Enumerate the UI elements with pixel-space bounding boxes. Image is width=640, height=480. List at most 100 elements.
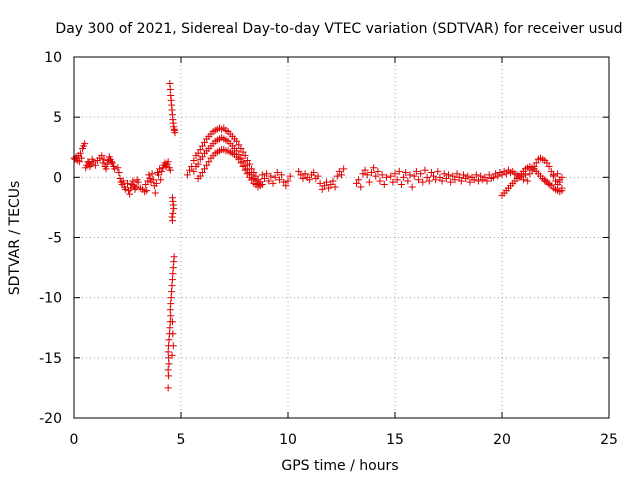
data-point bbox=[466, 178, 474, 186]
data-point bbox=[370, 164, 378, 172]
x-tick-labels: 0 5 10 15 20 25 bbox=[70, 432, 618, 448]
y-tick-label: 0 bbox=[53, 170, 62, 186]
data-point bbox=[295, 167, 303, 175]
data-point bbox=[168, 282, 176, 290]
data-point bbox=[380, 181, 388, 189]
data-point bbox=[99, 159, 107, 167]
data-point bbox=[155, 171, 163, 179]
data-point bbox=[100, 155, 108, 163]
data-point bbox=[76, 149, 84, 157]
data-point bbox=[391, 170, 399, 178]
x-axis-label: GPS time / hours bbox=[281, 458, 398, 474]
data-point bbox=[327, 181, 335, 189]
data-point bbox=[427, 169, 435, 177]
data-point bbox=[129, 177, 137, 185]
data-point bbox=[459, 171, 467, 179]
data-point bbox=[166, 306, 174, 314]
data-point bbox=[489, 173, 497, 181]
y-tick-label: -15 bbox=[39, 351, 62, 367]
data-point bbox=[423, 173, 431, 181]
data-point bbox=[146, 175, 154, 183]
data-point bbox=[114, 164, 122, 172]
data-point bbox=[481, 173, 489, 181]
data-point bbox=[547, 167, 555, 175]
data-point bbox=[164, 158, 172, 166]
data-point bbox=[260, 175, 268, 183]
data-point bbox=[265, 177, 273, 185]
data-point bbox=[359, 170, 367, 178]
data-point bbox=[151, 189, 159, 197]
x-tick-label: 15 bbox=[386, 432, 404, 448]
data-point bbox=[102, 165, 110, 173]
y-tick-label: 10 bbox=[44, 50, 62, 66]
data-point bbox=[434, 167, 442, 175]
data-point bbox=[541, 176, 549, 184]
data-point bbox=[241, 166, 249, 174]
data-point bbox=[111, 165, 119, 173]
data-point bbox=[91, 161, 99, 169]
data-point bbox=[165, 372, 173, 380]
x-tick-label: 5 bbox=[177, 432, 186, 448]
y-tick-labels: -20 -15 -10 -5 0 5 10 bbox=[39, 50, 62, 427]
data-point bbox=[89, 158, 97, 166]
data-point bbox=[412, 167, 420, 175]
data-point bbox=[297, 171, 305, 179]
data-point bbox=[158, 167, 166, 175]
data-point bbox=[436, 173, 444, 181]
data-point bbox=[402, 169, 410, 177]
data-point bbox=[201, 165, 209, 173]
y-tick-label: -10 bbox=[39, 291, 62, 307]
data-point bbox=[316, 179, 324, 187]
data-point bbox=[237, 144, 245, 152]
data-point bbox=[198, 169, 206, 177]
data-point bbox=[134, 178, 142, 186]
data-point bbox=[166, 166, 174, 174]
data-point bbox=[425, 177, 433, 185]
data-point bbox=[372, 172, 380, 180]
data-point bbox=[374, 167, 382, 175]
y-tick-label: -20 bbox=[39, 411, 62, 427]
data-point bbox=[198, 153, 206, 161]
data-point bbox=[145, 171, 153, 179]
data-point bbox=[121, 185, 129, 193]
data-point bbox=[485, 171, 493, 179]
data-point bbox=[477, 172, 485, 180]
data-point bbox=[149, 176, 157, 184]
data-point bbox=[190, 156, 198, 164]
data-point bbox=[109, 159, 117, 167]
data-point bbox=[271, 173, 279, 181]
data-point bbox=[239, 148, 247, 156]
data-point bbox=[168, 217, 176, 225]
data-point bbox=[361, 166, 369, 174]
data-point bbox=[524, 177, 532, 185]
data-point bbox=[280, 178, 288, 186]
data-point bbox=[363, 171, 371, 179]
data-point bbox=[554, 170, 562, 178]
data-point bbox=[164, 384, 172, 392]
data-point bbox=[165, 336, 173, 344]
data-point bbox=[494, 172, 502, 180]
data-point bbox=[305, 176, 313, 184]
data-point bbox=[142, 181, 150, 189]
data-point bbox=[314, 172, 322, 180]
data-point bbox=[404, 177, 412, 185]
data-point bbox=[235, 141, 243, 149]
data-point bbox=[164, 348, 172, 356]
data-point bbox=[107, 158, 115, 166]
data-point bbox=[205, 158, 213, 166]
data-point bbox=[400, 173, 408, 181]
data-point bbox=[196, 146, 204, 154]
data-point bbox=[556, 178, 564, 186]
data-point bbox=[558, 173, 566, 181]
data-point bbox=[235, 155, 243, 163]
data-point bbox=[166, 85, 174, 93]
data-point bbox=[198, 142, 206, 150]
data-point bbox=[318, 185, 326, 193]
data-point bbox=[338, 171, 345, 179]
data-point bbox=[442, 175, 450, 183]
data-point bbox=[196, 172, 204, 180]
data-point bbox=[245, 160, 253, 168]
data-point bbox=[77, 154, 85, 162]
data-point bbox=[498, 171, 506, 179]
